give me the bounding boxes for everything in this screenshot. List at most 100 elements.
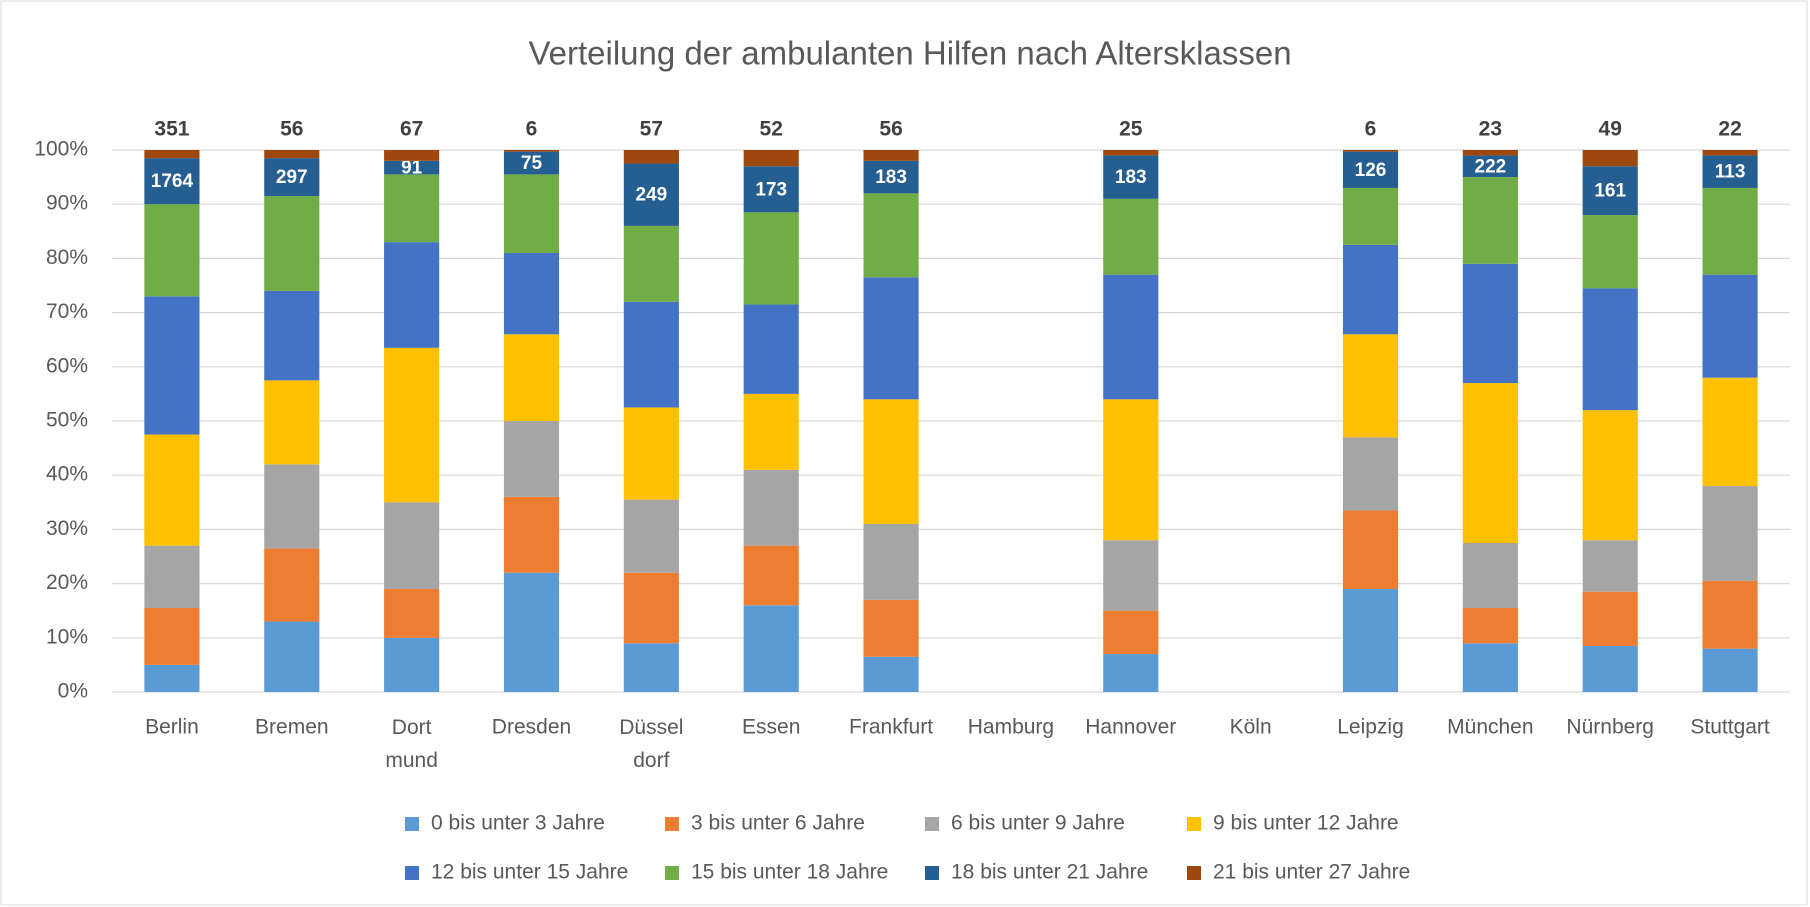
data-label: 113	[1715, 162, 1746, 183]
bar-segment	[1462, 155, 1518, 178]
bar-segment	[863, 523, 919, 600]
bar-segment	[384, 589, 440, 638]
data-label: 222	[1475, 156, 1507, 177]
bar-segment	[384, 174, 440, 243]
legend-label: 18 bis unter 21 Jahre	[951, 861, 1148, 884]
legend-label: 6 bis unter 9 Jahre	[951, 812, 1125, 835]
bar-segment	[1702, 377, 1758, 487]
legend-swatch	[405, 866, 419, 880]
legend-label: 15 bis unter 18 Jahre	[691, 861, 888, 884]
bar-segment	[1462, 383, 1518, 543]
bar-segment	[863, 399, 919, 524]
bar-segment	[1342, 589, 1399, 692]
bar-segment	[1342, 150, 1399, 152]
bar-segment	[503, 252, 560, 335]
chart-title: Verteilung der ambulanten Hilfen nach Al…	[528, 35, 1291, 72]
bar-segment	[1103, 198, 1159, 275]
bar-segment	[623, 163, 679, 226]
bar-segment	[264, 290, 320, 381]
bar-segment	[1103, 399, 1159, 541]
data-label: 297	[276, 167, 308, 188]
bar-segment	[384, 347, 440, 503]
data-label: 1764	[151, 171, 194, 192]
total-label: 49	[1599, 118, 1622, 141]
bar-segment	[1582, 288, 1638, 411]
x-tick-label: Düssel dorf	[619, 716, 683, 772]
bar-segment	[863, 193, 919, 278]
y-tick-label: 70%	[46, 300, 88, 323]
bar-segment	[1103, 150, 1159, 156]
bar-segment	[1342, 151, 1399, 188]
x-tick-label: Frankfurt	[849, 716, 933, 739]
bar-segment	[743, 150, 799, 167]
bar-segment	[1103, 155, 1159, 199]
bar-segment	[1103, 654, 1159, 692]
bar-segment	[1582, 540, 1638, 592]
bar-segment	[264, 464, 320, 549]
total-label: 67	[400, 118, 423, 141]
bar-segment	[144, 607, 200, 665]
bar-segment	[503, 174, 560, 253]
bar-segment	[384, 150, 440, 161]
bar-segment	[623, 499, 679, 573]
legend-label: 12 bis unter 15 Jahre	[431, 861, 628, 884]
bar-segment	[623, 407, 679, 500]
data-label: 75	[521, 153, 543, 174]
legend-swatch	[925, 817, 939, 831]
bar-segment	[1702, 486, 1758, 581]
x-tick-label: Köln	[1230, 716, 1272, 739]
bar-segment	[623, 301, 679, 408]
bar-segment	[623, 643, 679, 692]
bar-segment	[384, 242, 440, 348]
bar-segment	[743, 545, 799, 606]
bar-segment	[1342, 437, 1399, 511]
bar-segment	[863, 656, 919, 692]
legend-label: 3 bis unter 6 Jahre	[691, 812, 865, 835]
bar-segment	[264, 150, 320, 159]
bar-segment	[863, 150, 919, 161]
y-tick-label: 10%	[46, 625, 88, 648]
bar-segment	[743, 393, 799, 470]
bar-segment	[384, 160, 440, 175]
y-tick-label: 100%	[34, 138, 88, 161]
x-tick-label: Hamburg	[968, 716, 1054, 739]
y-tick-label: 60%	[46, 354, 88, 377]
bar-segment	[503, 572, 560, 692]
bar-segment	[1342, 510, 1399, 590]
legend-swatch	[405, 817, 419, 831]
bar-segment	[1462, 263, 1518, 384]
bar-segment	[1582, 410, 1638, 541]
bar-segment	[1342, 334, 1399, 438]
x-tick-label: München	[1447, 716, 1533, 739]
total-label: 22	[1718, 118, 1741, 141]
bar-segment	[863, 160, 919, 194]
total-label: 25	[1119, 118, 1143, 141]
data-label: 173	[755, 179, 787, 200]
bar-segment	[1582, 166, 1638, 216]
bar-segment	[144, 204, 200, 297]
total-label: 6	[526, 118, 538, 141]
data-label: 161	[1594, 181, 1626, 202]
bar-segment	[1582, 591, 1638, 646]
bar-segment	[1103, 274, 1159, 400]
total-label: 23	[1479, 118, 1502, 141]
bar-segment	[144, 158, 200, 205]
x-tick-label: Essen	[742, 716, 800, 739]
y-tick-label: 80%	[46, 246, 88, 269]
bar-segment	[1702, 187, 1758, 275]
data-label: 183	[1115, 167, 1147, 188]
y-tick-label: 30%	[46, 517, 88, 540]
bar-segment	[144, 434, 200, 546]
bar-segment	[264, 158, 320, 197]
bar-segment	[384, 502, 440, 590]
bar-segment	[144, 664, 200, 692]
y-tick-label: 20%	[46, 571, 88, 594]
y-tick-label: 40%	[46, 463, 88, 486]
data-label: 183	[875, 167, 907, 188]
bar-segment	[743, 212, 799, 305]
bar-segment	[503, 496, 560, 573]
legend-swatch	[1187, 866, 1201, 880]
bar-segment	[144, 150, 200, 159]
bar-segment	[384, 637, 440, 692]
